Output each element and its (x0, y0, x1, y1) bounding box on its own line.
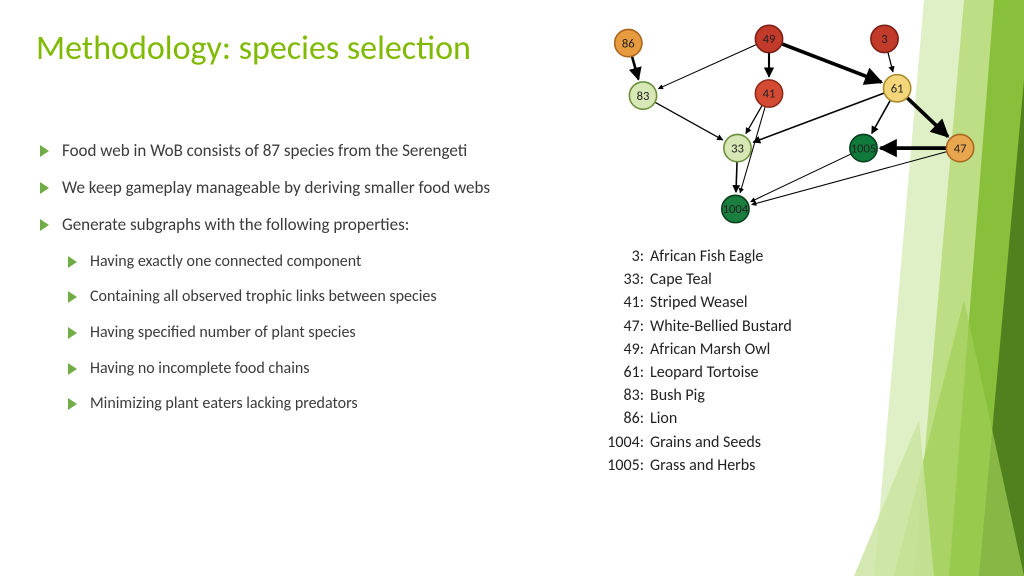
legend-row: 3: African Fish Eagle (595, 245, 792, 268)
bullets-main: Food web in WoB consists of 87 species f… (40, 140, 560, 237)
graph-edge (872, 100, 891, 133)
legend-row: 83: Bush Pig (595, 384, 792, 407)
graph-edge (632, 56, 638, 79)
bullet-item: Food web in WoB consists of 87 species f… (40, 140, 560, 163)
food-web-graph: 86 49 3 83 41 61 33 1005 47 1004 (590, 20, 990, 230)
legend-id: 33: (595, 268, 650, 291)
graph-node-label: 86 (622, 36, 635, 51)
legend-name: African Fish Eagle (650, 245, 763, 268)
graph-node-label: 47 (954, 141, 967, 156)
legend-id: 41: (595, 291, 650, 314)
graph-node-label: 49 (763, 32, 776, 47)
sub-bullet-item: Minimizing plant eaters lacking predator… (68, 393, 560, 415)
legend-row: 33: Cape Teal (595, 268, 792, 291)
graph-node-label: 1004 (723, 202, 749, 217)
legend-name: White-Bellied Bustard (650, 315, 792, 338)
legend-name: Bush Pig (650, 384, 705, 407)
graph-edge (655, 102, 723, 140)
graph-edge (736, 162, 737, 192)
legend-id: 1005: (595, 454, 650, 477)
graph-edge (752, 152, 947, 205)
decor-tri-5 (894, 300, 1024, 576)
graph-edge (746, 105, 762, 133)
legend-row: 1004: Grains and Seeds (595, 431, 792, 454)
graph-node-label: 3 (881, 32, 887, 47)
sub-bullet-item: Having exactly one connected component (68, 251, 560, 273)
legend-id: 86: (595, 407, 650, 430)
legend-row: 49: African Marsh Owl (595, 338, 792, 361)
graph-edge (658, 45, 756, 89)
legend-name: Grass and Herbs (650, 454, 755, 477)
graph-node-label: 83 (637, 89, 650, 104)
graph-edge (907, 98, 948, 137)
legend-row: 1005: Grass and Herbs (595, 454, 792, 477)
bullets-sub: Having exactly one connected component C… (68, 251, 560, 415)
decor-tri-6 (854, 420, 934, 576)
sub-bullet-item: Having specified number of plant species (68, 322, 560, 344)
legend-name: Lion (650, 407, 677, 430)
graph-edge (751, 154, 852, 202)
legend-row: 47: White-Bellied Bustard (595, 315, 792, 338)
graph-node-label: 61 (891, 81, 904, 96)
graph-edge (888, 52, 893, 72)
legend-id: 83: (595, 384, 650, 407)
legend-name: Grains and Seeds (650, 431, 761, 454)
slide-title: Methodology: species selection (36, 28, 471, 69)
legend-row: 41: Striped Weasel (595, 291, 792, 314)
graph-node-label: 33 (731, 141, 744, 156)
graph-node-label: 41 (763, 87, 776, 102)
legend-id: 3: (595, 245, 650, 268)
legend-name: African Marsh Owl (650, 338, 770, 361)
bullet-item: We keep gameplay manageable by deriving … (40, 177, 560, 200)
legend-id: 1004: (595, 431, 650, 454)
graph-node-label: 1005 (851, 141, 877, 156)
bullet-list: Food web in WoB consists of 87 species f… (40, 140, 560, 429)
legend-id: 47: (595, 315, 650, 338)
sub-bullet-item: Containing all observed trophic links be… (68, 286, 560, 308)
sub-bullet-item: Having no incomplete food chains (68, 358, 560, 380)
species-legend: 3: African Fish Eagle33: Cape Teal41: St… (595, 245, 792, 477)
legend-row: 61: Leopard Tortoise (595, 361, 792, 384)
legend-id: 49: (595, 338, 650, 361)
legend-name: Striped Weasel (650, 291, 748, 314)
bullet-item: Generate subgraphs with the following pr… (40, 214, 560, 237)
legend-name: Leopard Tortoise (650, 361, 759, 384)
legend-row: 86: Lion (595, 407, 792, 430)
legend-id: 61: (595, 361, 650, 384)
graph-edge (782, 44, 882, 82)
legend-name: Cape Teal (650, 268, 712, 291)
